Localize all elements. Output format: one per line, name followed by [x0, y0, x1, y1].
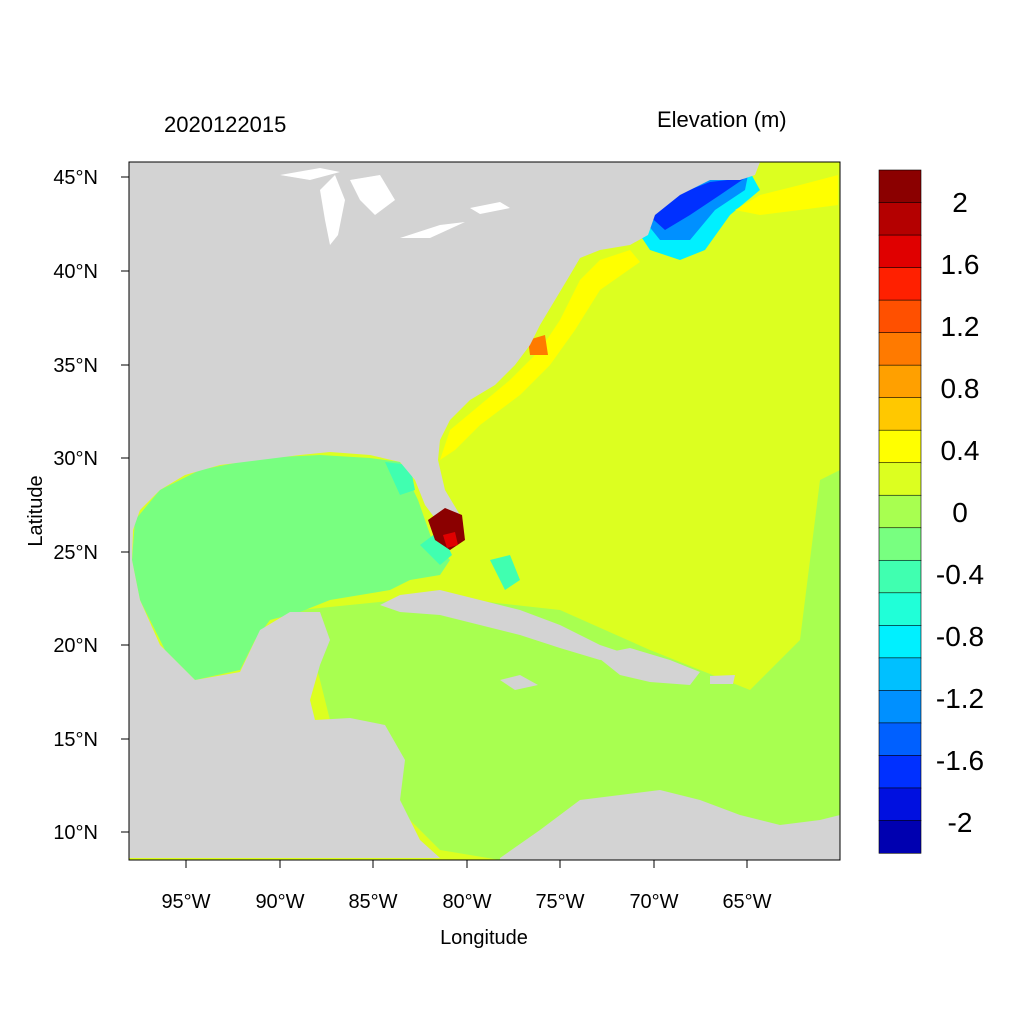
y-tick-label: 10°N [53, 822, 98, 844]
colorbar [878, 169, 922, 854]
y-axis-label: Latitude [25, 475, 47, 546]
colorbar-swatch [878, 625, 922, 659]
lake-erie [400, 222, 465, 238]
map-panel [129, 162, 840, 860]
colorbar-swatch [878, 332, 922, 366]
colorbar-swatch [878, 299, 922, 334]
colorbar-swatch [878, 787, 922, 822]
lake-superior [280, 168, 340, 180]
lake-huron [350, 175, 395, 215]
colorbar-swatch [878, 755, 922, 789]
y-tick-labels: 45°N 40°N 35°N 30°N 25°N 20°N 15°N 10°N [53, 167, 98, 844]
x-tick-label: 65°W [722, 891, 771, 913]
lake-michigan [320, 175, 345, 245]
y-tick-label: 45°N [53, 167, 98, 189]
colorbar-swatch [878, 657, 922, 691]
colorbar-label: 0.4 [941, 435, 980, 466]
y-tick-label: 35°N [53, 355, 98, 377]
colorbar-label: -0.4 [936, 559, 984, 590]
colorbar-swatch [878, 397, 922, 431]
colorbar-label: 1.2 [941, 311, 980, 342]
colorbar-swatch [878, 462, 922, 496]
colorbar-swatch [878, 722, 922, 757]
land-south-america [500, 790, 840, 860]
land-jamaica [500, 675, 538, 690]
colorbar-label: -1.2 [936, 683, 984, 714]
colorbar-swatch [878, 364, 922, 399]
ocean-caribbean [300, 470, 840, 860]
x-tick-label: 90°W [255, 891, 304, 913]
x-tick-label: 85°W [348, 891, 397, 913]
ocean-gulf-of-mexico [132, 455, 450, 680]
colorbar-label: 0 [952, 497, 968, 528]
x-axis [185, 860, 748, 868]
colorbar-swatch [878, 169, 922, 204]
x-tick-label: 75°W [535, 891, 584, 913]
map-frame [128, 161, 841, 861]
y-axis [121, 176, 129, 833]
colorbar-swatch [878, 527, 922, 561]
colorbar-swatch [878, 267, 922, 301]
y-tick-label: 20°N [53, 635, 98, 657]
timestamp-label: 2020122015 [164, 112, 287, 137]
y-tick-label: 15°N [53, 729, 98, 751]
colorbar-swatch [878, 494, 922, 529]
land-cuba [380, 590, 630, 660]
x-tick-labels: 95°W 90°W 85°W 80°W 75°W 70°W 65°W [161, 891, 771, 913]
anomaly-bahamas [490, 555, 520, 590]
colorbar-swatch [878, 820, 922, 854]
land-puerto-rico [710, 675, 735, 684]
land-hispaniola [595, 648, 700, 685]
colorbar-labels: 2 1.6 1.2 0.8 0.4 0 -0.4 -0.8 -1.2 -1.6 … [936, 187, 984, 838]
colorbar-label: -2 [948, 807, 973, 838]
anomaly-nova-scotia [735, 175, 838, 215]
x-tick-label: 80°W [442, 891, 491, 913]
colorbar-swatch [878, 202, 922, 236]
lake-ontario [470, 202, 510, 214]
y-tick-label: 40°N [53, 261, 98, 283]
x-tick-label: 70°W [629, 891, 678, 913]
x-tick-label: 95°W [161, 891, 210, 913]
colorbar-swatch [878, 559, 922, 594]
colorbar-label: -1.6 [936, 745, 984, 776]
surge-florida-tip [443, 532, 458, 548]
colorbar-swatch [878, 592, 922, 626]
y-tick-label: 30°N [53, 448, 98, 470]
colorbar-swatch [878, 234, 922, 269]
colorbar-swatch [878, 690, 922, 724]
colorbar-label: 2 [952, 187, 968, 218]
anomaly-hatteras [528, 335, 548, 355]
colorbar-label: 1.6 [941, 249, 980, 280]
anomaly-gulf-of-maine-inner [645, 178, 745, 230]
colorbar-swatch [878, 429, 922, 464]
y-tick-label: 25°N [53, 542, 98, 564]
x-axis-label: Longitude [440, 927, 528, 949]
colorbar-label: 0.8 [941, 373, 980, 404]
variable-label: Elevation (m) [657, 107, 787, 132]
colorbar-label: -0.8 [936, 621, 984, 652]
